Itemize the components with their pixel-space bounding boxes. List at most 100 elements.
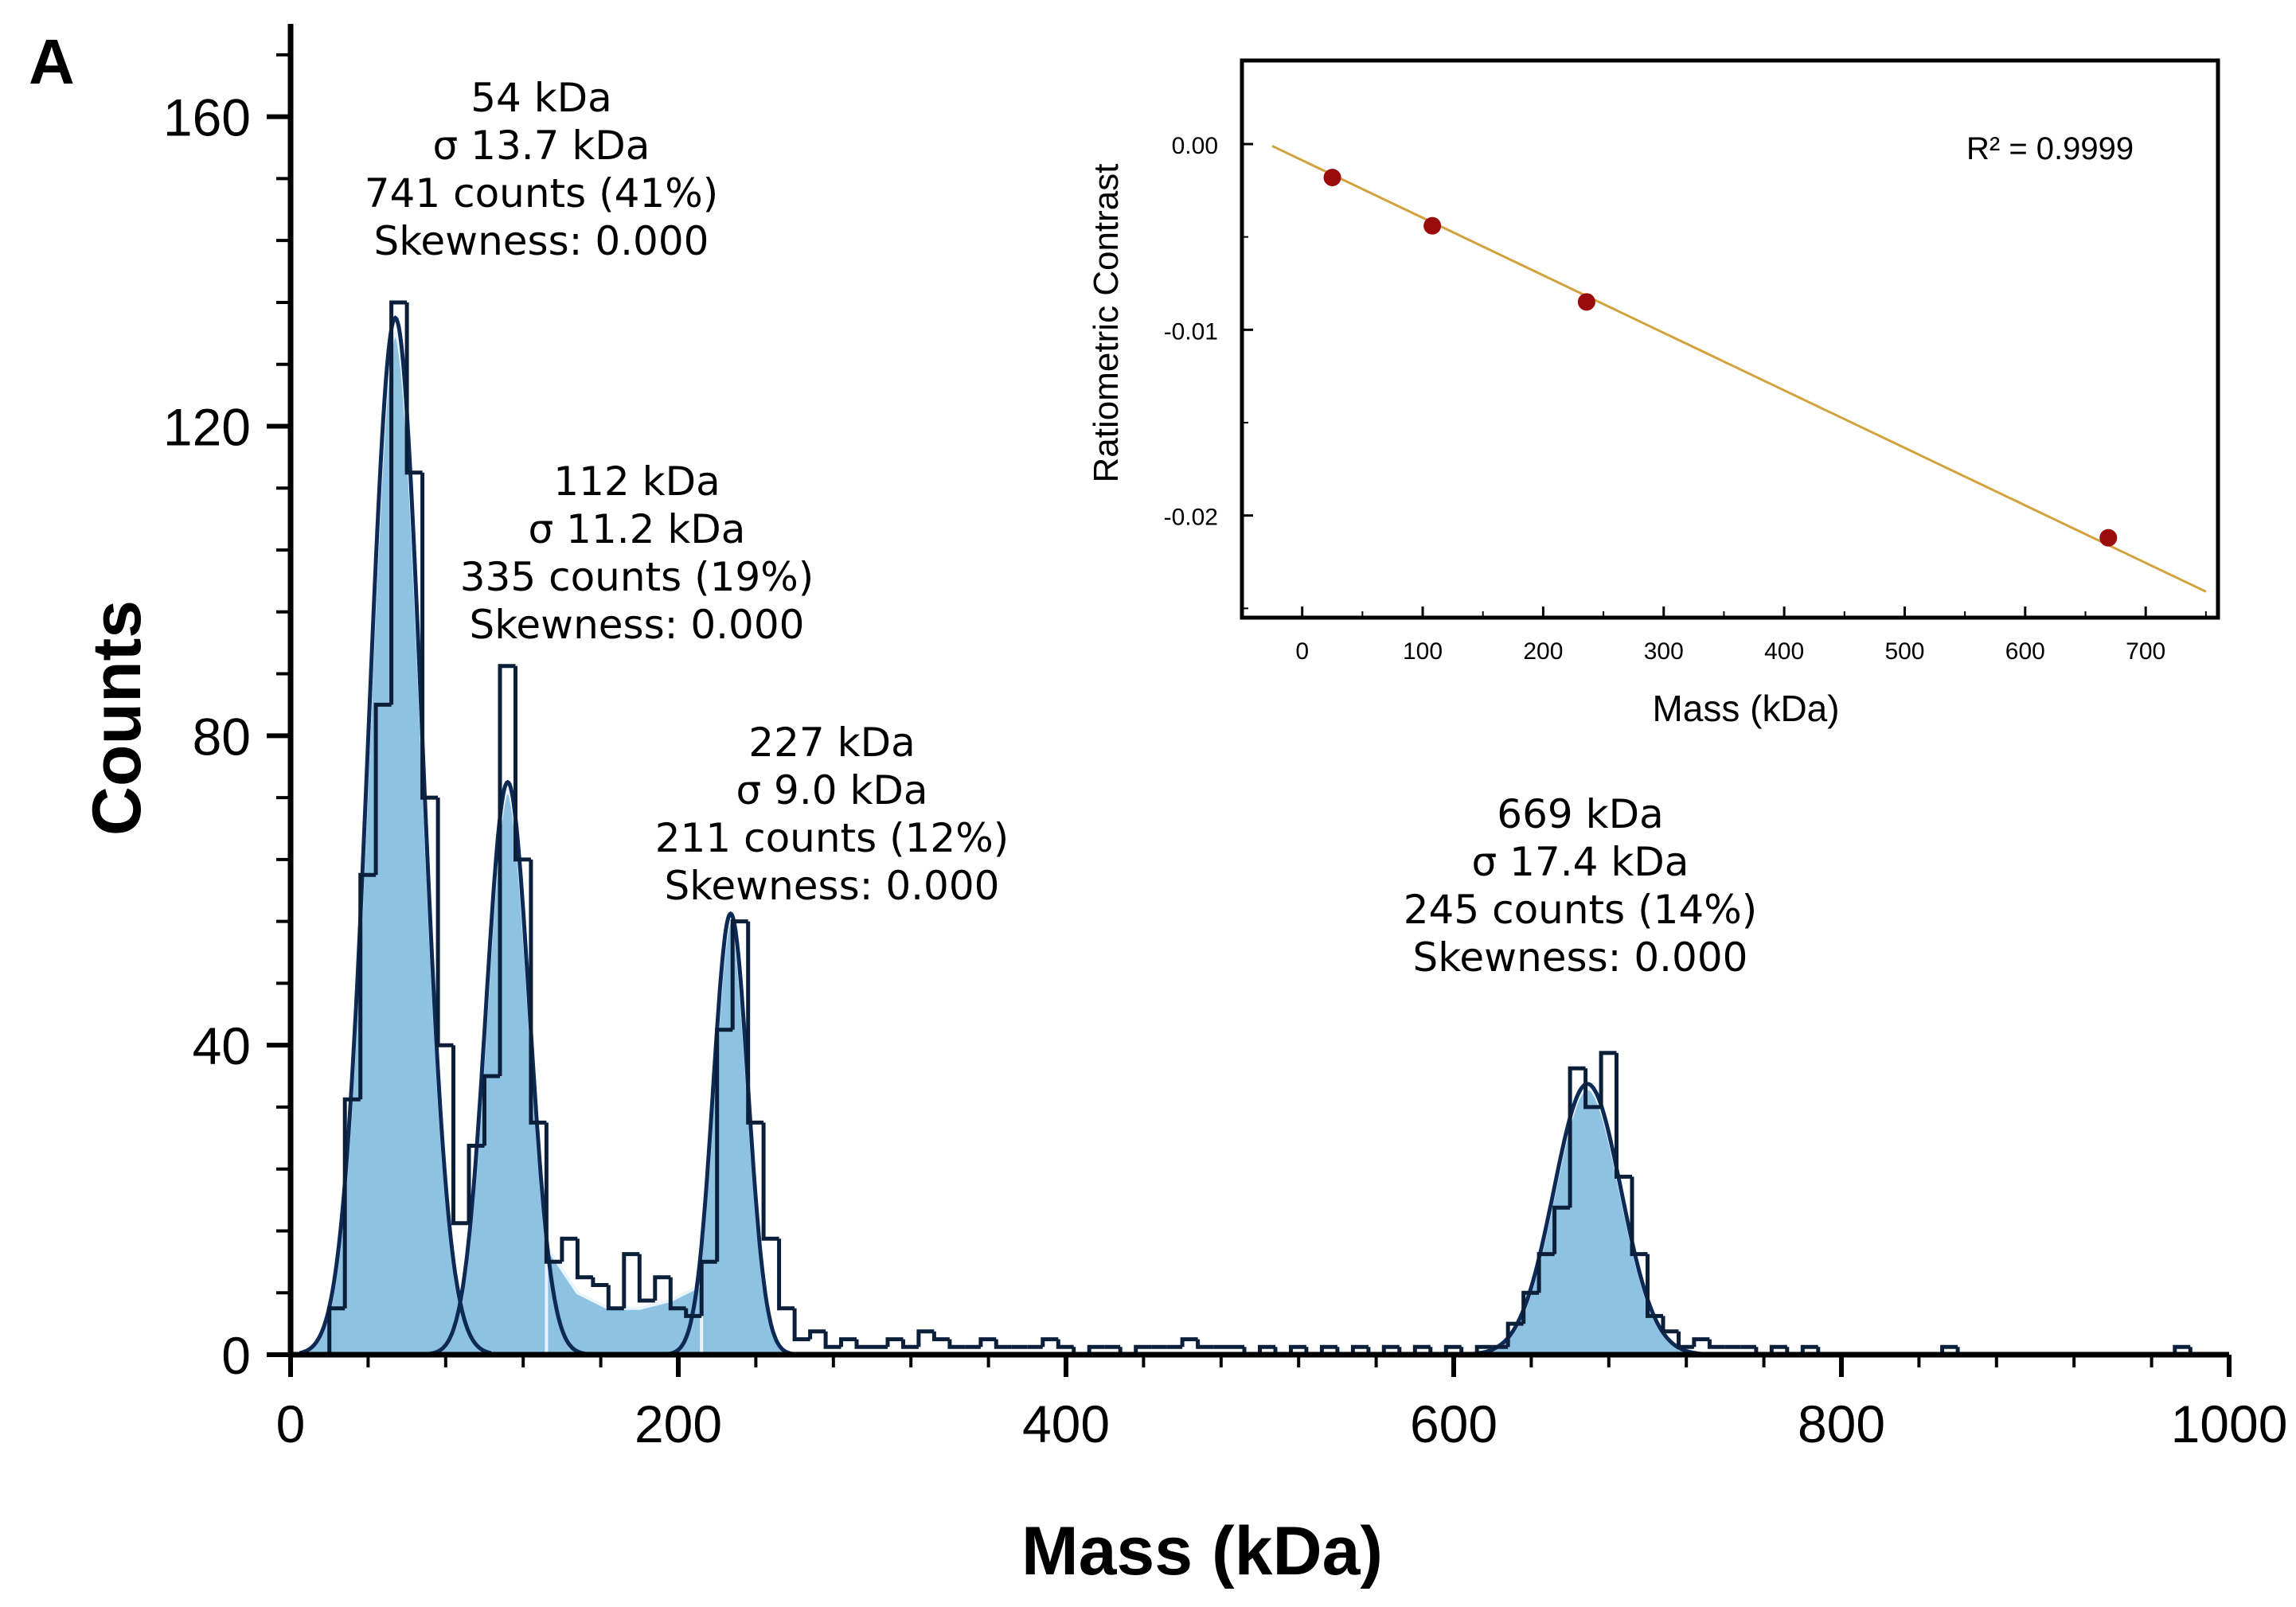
inset-calibration-chart: 0.00 -0.01 -0.02 0 100 200 300 400 500 600 700 R² … (1087, 58, 2220, 729)
histogram-bin (467, 1144, 485, 1223)
gaussian-fit-3 (667, 911, 795, 1356)
peak-2-skew-label: Skewness: 0.000 (470, 602, 805, 648)
histogram-bin (1552, 1205, 1571, 1254)
x-axis-label: Mass (kDa) (1021, 1513, 1383, 1589)
histogram-bin (420, 472, 439, 800)
inset-x-tick-label: 300 (1644, 638, 1684, 665)
inset-x-tick-label: 700 (2126, 638, 2165, 665)
x-tick-label: 800 (1798, 1394, 1885, 1453)
histogram-bin (653, 1275, 671, 1301)
histogram-bin (699, 1259, 717, 1316)
peak-fill-1 (305, 330, 486, 1357)
peak-4-counts-label: 245 counts (14%) (1404, 887, 1757, 933)
inset-y-tick-label: 0.00 (1172, 133, 1218, 159)
histogram-bin (792, 1308, 810, 1342)
peak-1-skew-label: Skewness: 0.000 (374, 218, 709, 264)
histogram-bin (808, 1329, 826, 1340)
histogram-bin (482, 1074, 500, 1146)
inset-x-tick-label: 100 (1403, 638, 1443, 665)
histogram-bin (1677, 1331, 1694, 1349)
histogram-bin (1615, 1052, 1632, 1179)
histogram-bin (1692, 1337, 1710, 1348)
histogram-bin (730, 919, 748, 1030)
histogram-bin (901, 1339, 919, 1349)
histogram-bin (885, 1337, 904, 1348)
histogram-bin (373, 702, 392, 876)
histogram-bin (668, 1277, 686, 1311)
histogram-bin (529, 859, 547, 1125)
histogram-bin (389, 300, 408, 705)
histogram-bin (327, 1306, 346, 1355)
inset-x-tick-label: 500 (1884, 638, 1924, 665)
panel-label: A (29, 26, 75, 97)
histogram-bin (606, 1285, 624, 1311)
peak-2-mass-label: 112 kDa (553, 458, 720, 505)
x-tick-label: 200 (635, 1394, 722, 1453)
y-axis-label: Counts (79, 600, 155, 836)
peak-3-counts-label: 211 counts (12%) (655, 815, 1009, 861)
histogram-bin (931, 1331, 950, 1342)
inset-r2-label: R² = 0.9999 (1966, 131, 2134, 166)
histogram-bin (1599, 1051, 1617, 1107)
histogram-bin (358, 872, 377, 1100)
peak-fill-4 (1474, 1086, 1701, 1357)
histogram-bin (1583, 1068, 1602, 1110)
inset-x-axis-label: Mass (kDa) (1652, 688, 1839, 729)
histogram-bin (451, 1045, 469, 1226)
histogram-bin (823, 1331, 841, 1349)
histogram-bin (978, 1337, 997, 1348)
histogram-bin (544, 1122, 562, 1264)
histogram-bin (622, 1252, 640, 1309)
histogram-bin (560, 1236, 578, 1262)
inset-data-point (2099, 529, 2118, 547)
histogram-bin (1196, 1339, 1214, 1349)
histogram-bin (498, 664, 516, 1076)
inset-data-point (1423, 216, 1442, 235)
x-tick-label: 1000 (2171, 1394, 2288, 1453)
x-tick-label: 0 (276, 1394, 306, 1453)
y-tick-label: 80 (193, 707, 251, 766)
histogram-bin (947, 1339, 966, 1349)
y-tick-label: 0 (221, 1326, 251, 1385)
y-tick-label: 40 (193, 1016, 251, 1075)
gaussian-fit-2 (429, 779, 587, 1356)
inset-x-tick-label: 0 (1295, 638, 1309, 665)
histogram-bin (591, 1277, 609, 1287)
x-tick-label: 400 (1022, 1394, 1110, 1453)
histogram-bin (715, 1028, 733, 1262)
peak-2-sigma-label: σ 11.2 kDa (529, 506, 746, 552)
peak-4-mass-label: 669 kDa (1497, 791, 1663, 837)
histogram-bin (746, 921, 764, 1125)
histogram-bin (575, 1238, 593, 1280)
histogram-bin (1646, 1254, 1663, 1318)
inset-x-tick-label: 400 (1764, 638, 1804, 665)
histogram-bin (637, 1254, 655, 1303)
histogram-bin (1056, 1339, 1074, 1349)
peak-3-mass-label: 227 kDa (748, 720, 915, 766)
inset-data-point (1577, 293, 1595, 311)
peak-1-mass-label: 54 kDa (471, 75, 612, 121)
histogram-bin (1041, 1337, 1059, 1348)
inset-x-tick-label: 600 (2005, 638, 2045, 665)
inset-frame (1240, 58, 2220, 620)
inset-points (1323, 169, 2118, 547)
peak-4-sigma-label: σ 17.4 kDa (1472, 839, 1689, 885)
histogram-bin (839, 1337, 857, 1348)
inset-y-tick-label: -0.02 (1164, 505, 1218, 531)
y-tick-label: 160 (163, 88, 251, 147)
histogram-bin (1521, 1290, 1540, 1324)
inset-y-tick-label: -0.01 (1164, 318, 1218, 345)
x-tick-label: 600 (1410, 1394, 1497, 1453)
histogram-bin (1180, 1337, 1198, 1348)
inset-data-point (1323, 169, 1341, 186)
histogram-bin (1505, 1321, 1524, 1348)
histogram-bin (761, 1122, 779, 1241)
peak-3-sigma-label: σ 9.0 kDa (736, 767, 927, 813)
histogram-bin (435, 798, 454, 1047)
histogram-bin (404, 302, 423, 475)
gaussian-fit-1 (299, 315, 492, 1355)
